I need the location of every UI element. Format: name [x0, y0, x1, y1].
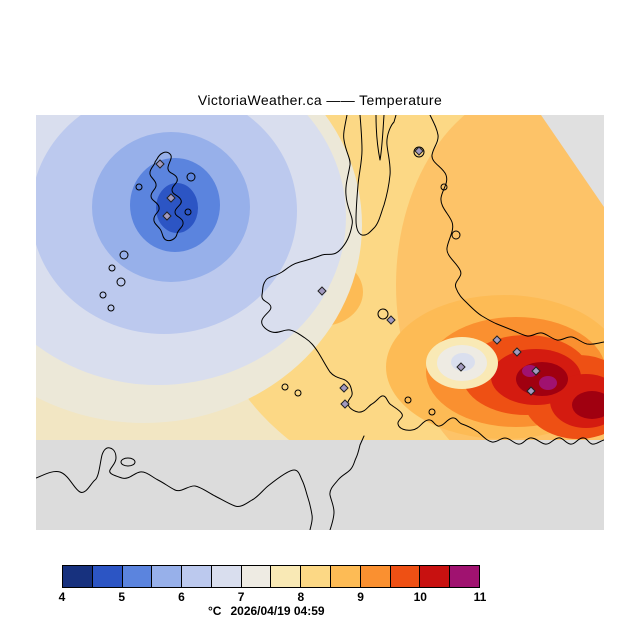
coastline-south-shore — [36, 447, 313, 530]
station-marker — [414, 146, 424, 156]
colorbar-tick: 11 — [473, 590, 487, 604]
colorbar-tick: 4 — [58, 590, 66, 604]
station-markers — [155, 146, 541, 409]
colorbar-segment — [301, 566, 332, 587]
colorbar-segment — [331, 566, 361, 587]
islet — [184, 208, 192, 216]
colorbar-tick: 8 — [297, 590, 305, 604]
station-marker — [531, 366, 541, 376]
colorbar-ticks: 4 5 6 7 8 9 10 11 — [0, 590, 640, 604]
colorbar-segment — [122, 566, 153, 587]
islet — [451, 230, 461, 240]
colorbar-tick: 10 — [413, 590, 427, 604]
islet — [108, 264, 116, 272]
no-data-strip — [36, 440, 604, 530]
coastline-peninsula — [355, 115, 397, 236]
islet — [99, 291, 107, 299]
lake — [377, 308, 389, 320]
islet — [440, 183, 448, 191]
colorbar-tick: 9 — [357, 590, 364, 604]
colorbar-segment — [211, 566, 242, 587]
colorbar-caption: °C 2026/04/19 04:59 — [208, 604, 325, 618]
islet — [116, 277, 126, 287]
station-marker — [456, 362, 466, 372]
colorbar-segment — [92, 566, 123, 587]
station-marker — [166, 193, 176, 203]
temperature-map — [36, 115, 604, 530]
islet — [294, 389, 302, 397]
islet — [119, 250, 129, 260]
colorbar-segment — [271, 566, 302, 587]
coastline-east — [429, 115, 604, 345]
coastline-inlet — [375, 115, 385, 161]
station-marker — [317, 286, 327, 296]
station-marker — [340, 399, 350, 409]
station-marker — [155, 159, 165, 169]
island-large — [149, 151, 184, 242]
coastline-mainland — [261, 115, 604, 445]
station-marker — [162, 211, 172, 221]
islet — [107, 304, 115, 312]
colorbar-segment — [182, 566, 212, 587]
station-marker — [512, 347, 522, 357]
colorbar-tick: 7 — [237, 590, 245, 604]
islet — [404, 396, 412, 404]
colorbar-segment — [360, 566, 391, 587]
station-marker — [492, 335, 502, 345]
colorbar-segment — [152, 566, 183, 587]
colorbar-segment — [63, 566, 93, 587]
colorbar-segment — [390, 566, 421, 587]
station-marker — [386, 315, 396, 325]
islet — [135, 183, 143, 191]
islet — [120, 457, 136, 467]
units-label: °C — [208, 604, 222, 618]
colorbar-segment — [420, 566, 451, 587]
islet — [186, 172, 196, 182]
page-title: VictoriaWeather.ca —— Temperature — [197, 92, 443, 108]
coastlines — [36, 115, 604, 530]
station-marker — [526, 386, 536, 396]
islet — [281, 383, 289, 391]
coastline-south-inlet — [329, 435, 365, 530]
timestamp-label: 2026/04/19 04:59 — [230, 604, 325, 618]
colorbar-segment — [241, 566, 272, 587]
colorbar-tick: 6 — [178, 590, 185, 604]
colorbar-segment — [450, 566, 479, 587]
colorbar-tick: 5 — [118, 590, 126, 604]
temperature-field — [36, 115, 604, 440]
no-data-corner — [541, 115, 604, 207]
station-marker — [339, 383, 349, 393]
islet — [428, 408, 436, 416]
colorbar — [62, 565, 480, 588]
